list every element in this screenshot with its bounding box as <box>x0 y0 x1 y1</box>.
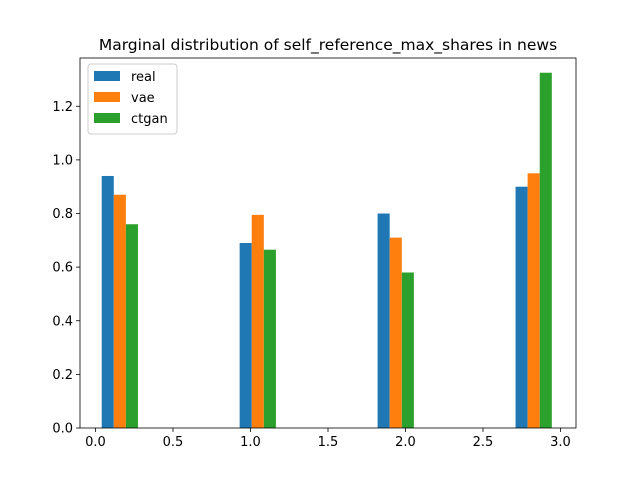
bar-ctgan-0 <box>125 224 138 428</box>
bar-ctgan-1 <box>263 249 276 428</box>
x-tick-label-1: 0.5 <box>163 435 184 450</box>
x-tick-label-6: 3.0 <box>550 435 571 450</box>
legend: real vae ctgan <box>87 63 178 135</box>
legend-swatch-vae <box>94 92 120 102</box>
bar-vae-2 <box>389 237 402 428</box>
legend-label-ctgan: ctgan <box>131 112 168 127</box>
y-axis: 0.0 0.2 0.4 0.6 0.8 1.0 1.2 <box>52 100 80 437</box>
chart-title: Marginal distribution of self_reference_… <box>99 36 557 55</box>
bar-vae-1 <box>251 214 264 428</box>
y-tick-label-4: 0.8 <box>52 207 73 222</box>
bar-vae-3 <box>527 173 540 428</box>
y-tick-label-3: 0.6 <box>52 261 73 276</box>
y-tick-label-5: 1.0 <box>52 153 73 168</box>
legend-swatch-ctgan <box>94 113 120 123</box>
y-tick-label-2: 0.4 <box>52 314 73 329</box>
y-tick-label-6: 1.2 <box>52 100 73 115</box>
legend-label-vae: vae <box>131 91 155 106</box>
plot-frame <box>79 57 577 429</box>
bar-ctgan-2 <box>401 272 414 428</box>
bar-ctgan-3 <box>539 72 552 429</box>
bar-real-3 <box>515 186 528 428</box>
y-tick-label-1: 0.2 <box>52 368 73 383</box>
bar-vae-0 <box>113 194 126 428</box>
bar-real-0 <box>101 175 114 428</box>
x-tick-label-2: 1.0 <box>240 435 261 450</box>
bars-group <box>101 72 552 429</box>
bar-real-2 <box>377 213 390 428</box>
x-axis: 0.0 0.5 1.0 1.5 2.0 2.5 3.0 <box>85 428 571 450</box>
x-tick-label-3: 1.5 <box>318 435 339 450</box>
x-tick-label-4: 2.0 <box>395 435 416 450</box>
bar-real-1 <box>239 243 252 428</box>
x-tick-label-0: 0.0 <box>85 435 106 450</box>
legend-swatch-real <box>94 71 120 81</box>
x-tick-label-5: 2.5 <box>473 435 494 450</box>
legend-label-real: real <box>131 70 156 85</box>
y-tick-label-0: 0.0 <box>52 422 73 437</box>
